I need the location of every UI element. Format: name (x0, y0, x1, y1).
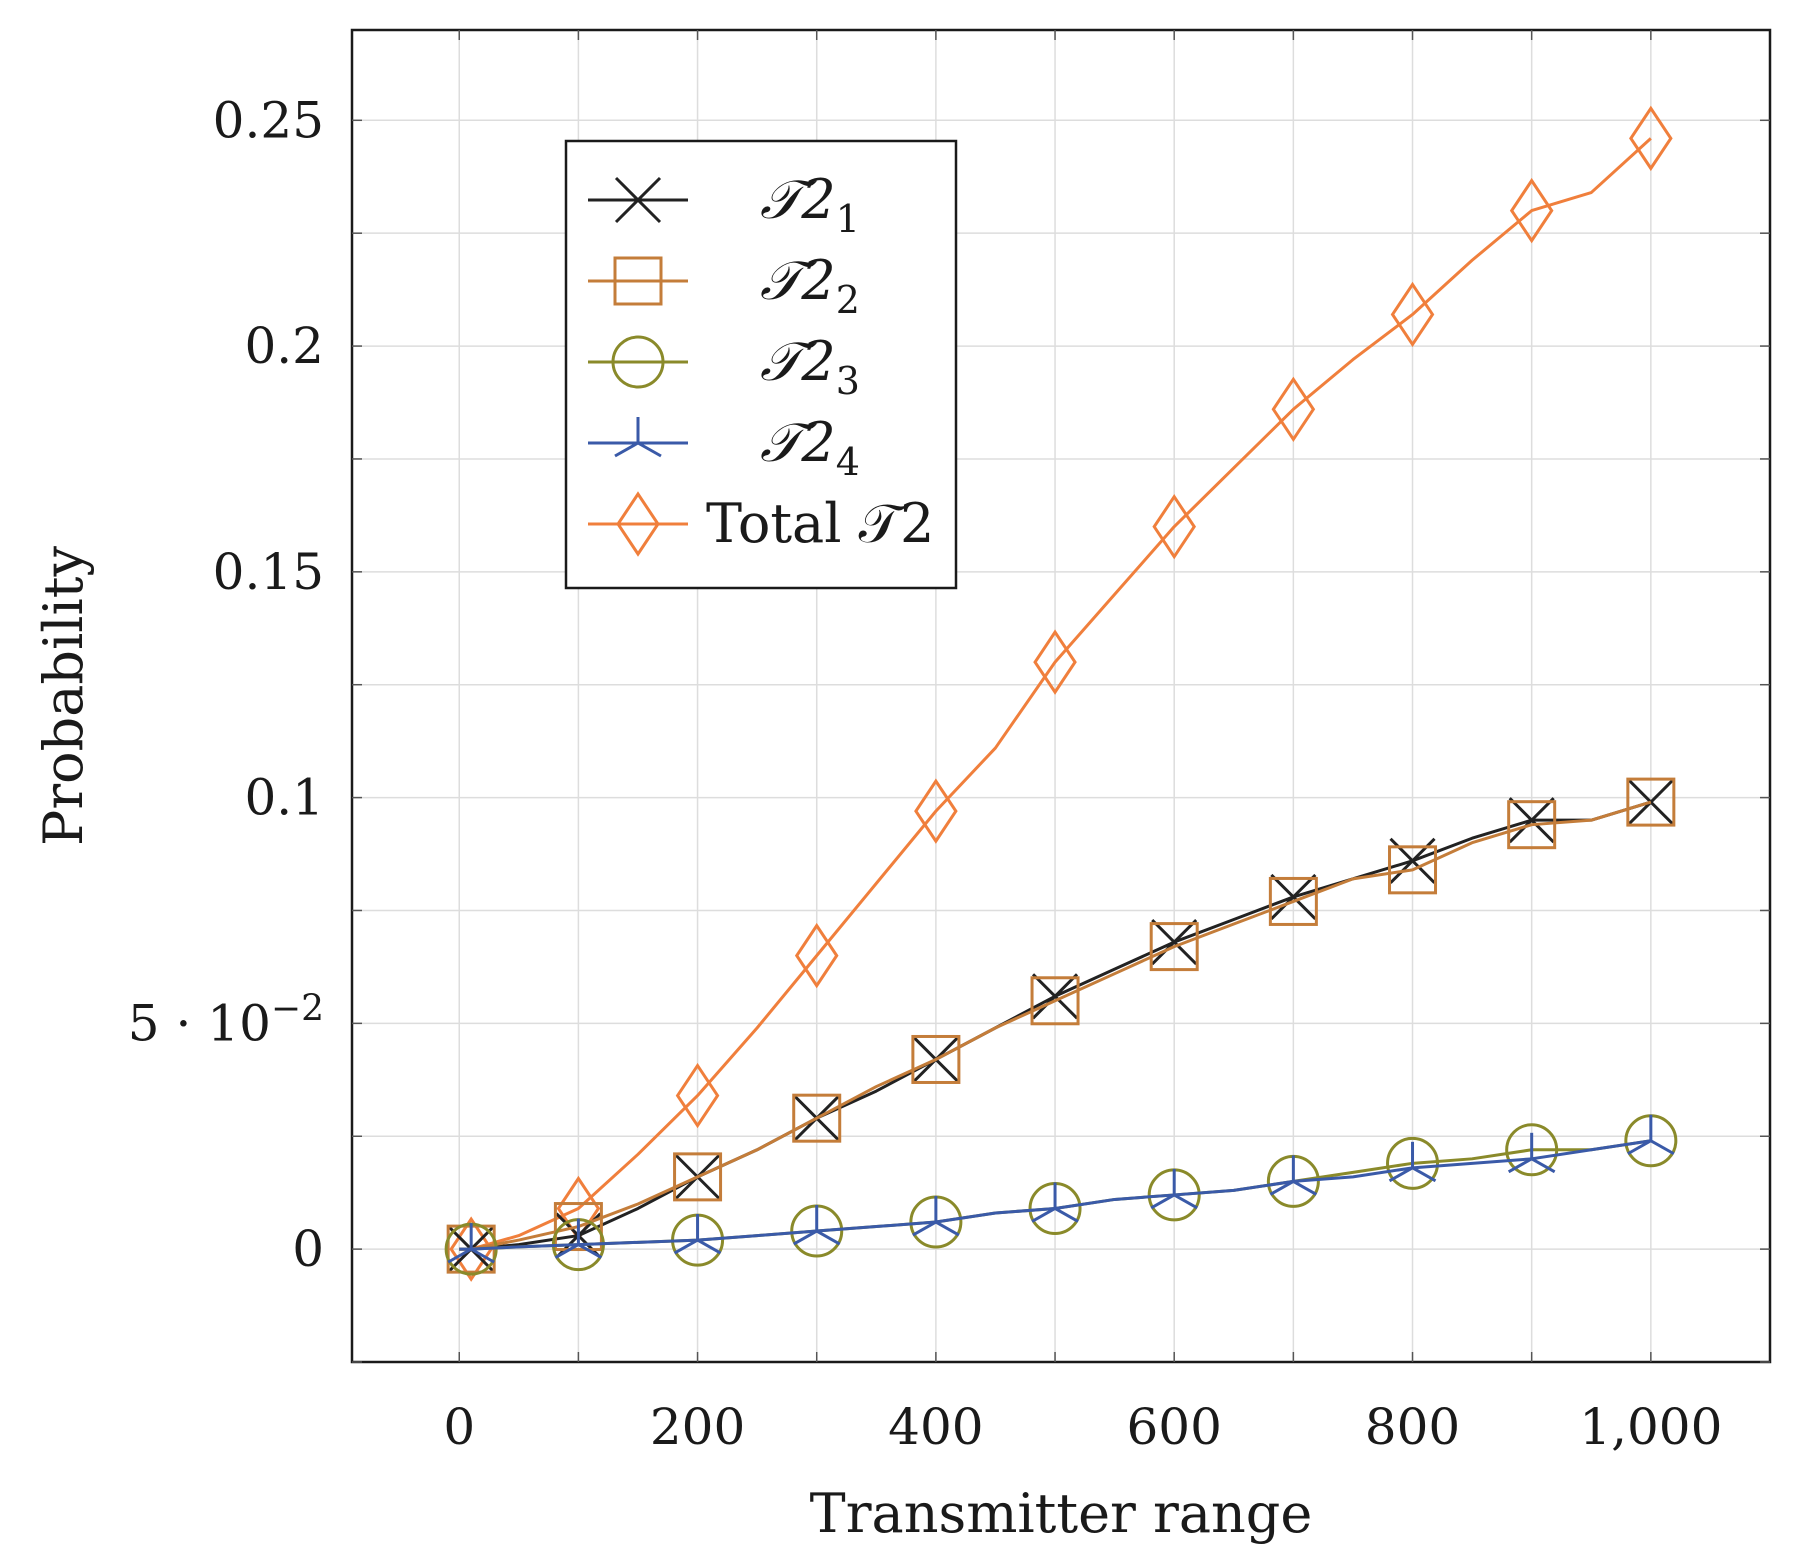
data-point-square (911, 1034, 961, 1084)
data-point-square (1030, 976, 1080, 1026)
legend-marker-tri (614, 417, 662, 458)
legend-box (564, 139, 958, 590)
data-point-tri (673, 1214, 722, 1255)
legend-label: 𝒯22 (760, 249, 860, 322)
data-point-square (1388, 845, 1438, 895)
x-tick-label: 200 (650, 1398, 745, 1456)
data-point-tri (1031, 1182, 1079, 1223)
data-point-square (1149, 922, 1199, 972)
legend: 𝒯21 𝒯22 𝒯23 𝒯24 Total 𝒯2 (564, 139, 958, 590)
data-point-diamond (1152, 493, 1197, 560)
data-point-diamond (794, 922, 839, 989)
data-point-square (1507, 800, 1557, 850)
series-layer (444, 105, 1678, 1282)
x-axis-tick-labels: 0 200 400 600 800 1,000 (443, 1398, 1722, 1456)
legend-marker-circle (611, 335, 665, 389)
data-point-square (1268, 876, 1318, 926)
data-point-diamond (675, 1062, 720, 1129)
tick-marks (352, 30, 1770, 1363)
data-point-square (1626, 777, 1676, 827)
data-point-diamond (1629, 105, 1673, 172)
data-point-x (1151, 919, 1198, 966)
data-point-tri (554, 1218, 603, 1259)
y-axis-title: Probability (32, 546, 95, 846)
y-tick-label: 0.25 (213, 91, 324, 149)
legend-label: 𝒯24 (760, 411, 860, 484)
data-point-tri (1507, 1132, 1556, 1174)
data-point-square (553, 1202, 603, 1252)
x-tick-label: 400 (888, 1398, 983, 1456)
data-point-diamond (1390, 281, 1435, 348)
data-point-square (792, 1093, 842, 1143)
data-point-tri (912, 1196, 960, 1237)
data-point-tri (1388, 1141, 1437, 1183)
data-point-diamond (1509, 177, 1554, 244)
legend-marker-x (614, 176, 662, 224)
y-tick-label: 0.15 (213, 543, 324, 601)
data-point-x (1031, 973, 1079, 1020)
x-tick-label: 0 (443, 1398, 475, 1456)
legend-marker-diamond (616, 491, 660, 557)
data-point-diamond (1271, 376, 1316, 442)
data-point-tri (1150, 1168, 1198, 1210)
x-tick-label: 600 (1126, 1398, 1221, 1456)
data-point-tri (792, 1205, 841, 1246)
data-point-x (1270, 873, 1317, 920)
y-tick-label: 0.2 (244, 317, 324, 375)
series-line-4 (459, 1139, 1652, 1251)
legend-label: 𝒯23 (760, 330, 860, 403)
data-point-tri (1627, 1114, 1675, 1156)
legend-marker-square (613, 256, 663, 306)
legend-label: 𝒯21 (760, 168, 860, 241)
legend-label: Total 𝒯2 (706, 492, 934, 555)
data-point-diamond (449, 1216, 493, 1282)
series-line-5 (459, 137, 1652, 1251)
y-axis-tick-labels: 0 5 · 10−2 0.1 0.15 0.2 0.25 (128, 91, 324, 1278)
y-tick-label: 5 · 10−2 (128, 988, 324, 1052)
data-point-tri (447, 1223, 495, 1264)
series-line-2 (459, 800, 1652, 1251)
x-tick-label: 1,000 (1579, 1398, 1722, 1456)
x-tick-label: 800 (1365, 1398, 1460, 1456)
data-point-circle (1505, 1123, 1559, 1177)
data-point-square (673, 1152, 723, 1202)
data-point-tri (1269, 1155, 1318, 1196)
data-point-circle (1386, 1136, 1440, 1190)
series-line-1 (459, 800, 1652, 1251)
y-tick-label: 0 (292, 1220, 324, 1278)
plot-area (350, 28, 1772, 1364)
x-axis-title: Transmitter range (810, 1482, 1313, 1545)
data-point-diamond (1033, 629, 1077, 695)
y-tick-label: 0.1 (244, 769, 324, 827)
data-point-x (1508, 797, 1555, 844)
data-point-diamond (914, 778, 958, 844)
